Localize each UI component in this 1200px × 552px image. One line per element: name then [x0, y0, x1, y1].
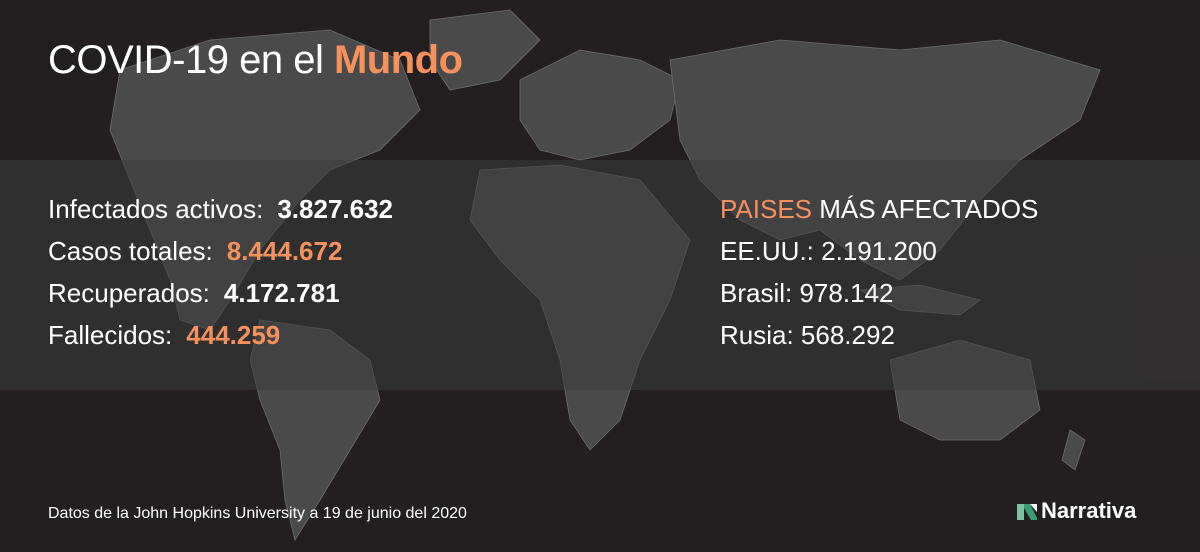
countries-header-rest: MÁS AFECTADOS	[819, 194, 1039, 224]
stat-recovered: Recuperados: 4.172.781	[48, 278, 393, 320]
stat-value: 8.444.672	[226, 236, 343, 266]
page-title: COVID-19 en el Mundo	[48, 38, 463, 83]
country-row: Brasil: 978.142	[720, 278, 894, 308]
stat-value: 444.259	[186, 320, 281, 350]
source-note: Datos de la John Hopkins University a 19…	[48, 505, 467, 522]
countries-header-highlight: PAISES	[720, 194, 813, 224]
map-new-zealand	[1061, 429, 1086, 471]
title-prefix: COVID-19 en el	[48, 38, 324, 82]
map-europe	[519, 49, 681, 161]
stat-label: Recuperados:	[48, 278, 210, 308]
stat-label: Fallecidos:	[48, 320, 173, 350]
stat-value: 4.172.781	[223, 278, 340, 308]
stat-label: Casos totales:	[48, 236, 213, 266]
stat-label: Infectados activos:	[48, 194, 264, 224]
world-stats: Infectados activos: 3.827.632 Casos total…	[48, 194, 393, 362]
stat-value: 3.827.632	[277, 194, 394, 224]
stat-deaths: Fallecidos: 444.259	[48, 320, 393, 362]
country-row: EE.UU.: 2.191.200	[720, 236, 937, 266]
stats-band	[0, 160, 1200, 390]
brand-logo: Narrativa	[1016, 498, 1136, 524]
stat-active: Infectados activos: 3.827.632	[48, 194, 393, 236]
narrativa-logo-icon	[1017, 504, 1037, 520]
map-greenland	[429, 9, 541, 91]
stat-total: Casos totales: 8.444.672	[48, 236, 393, 278]
countries-header: PAISES MÁS AFECTADOS	[720, 194, 1038, 236]
country-row: Rusia: 568.292	[720, 320, 895, 350]
title-highlight: Mundo	[333, 38, 463, 82]
brand-name: Narrativa	[1041, 498, 1137, 523]
most-affected-countries: PAISES MÁS AFECTADOS EE.UU.: 2.191.200 B…	[720, 194, 1038, 362]
